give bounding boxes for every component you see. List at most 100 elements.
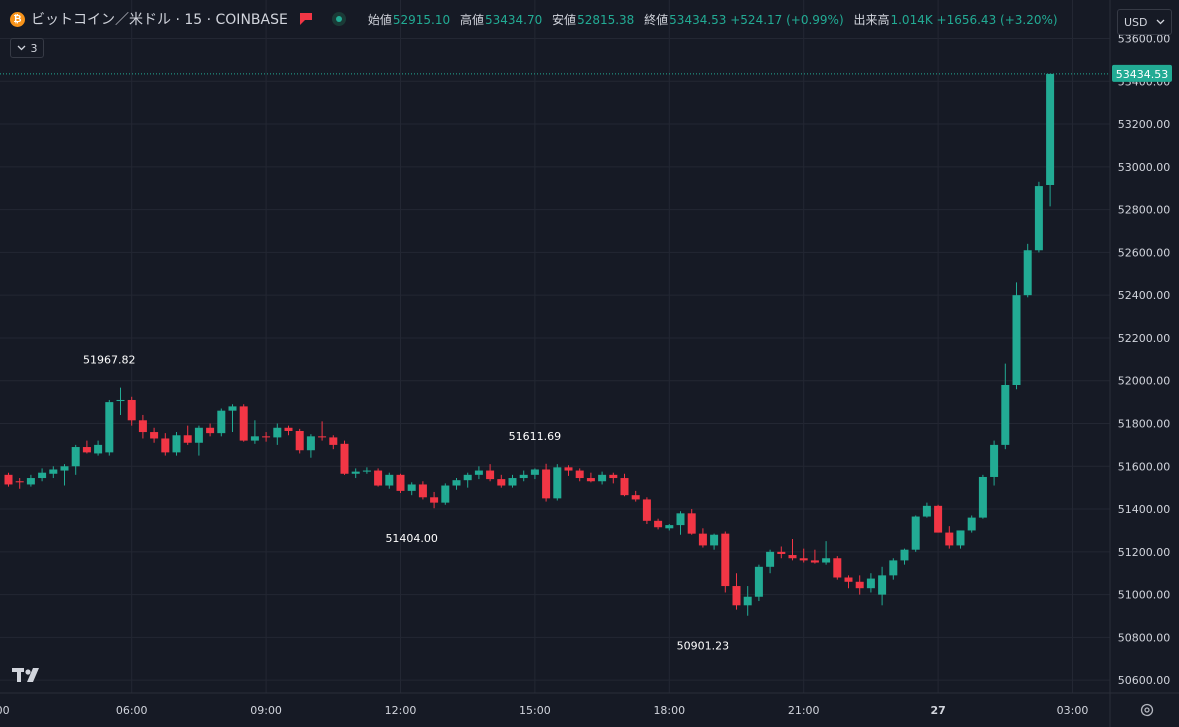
candle xyxy=(598,471,607,485)
ohlc-values: 始値52915.10 高値53434.70 安値52815.38 終値53434… xyxy=(362,11,1058,28)
flag-icon[interactable] xyxy=(299,13,312,25)
candle-body xyxy=(38,472,47,479)
candle xyxy=(911,515,920,552)
candle xyxy=(340,440,349,475)
candle-body xyxy=(911,516,920,550)
candle-body xyxy=(1023,250,1032,296)
candle xyxy=(866,573,875,593)
low-value: 52815.38 xyxy=(577,12,635,27)
candle xyxy=(788,539,797,561)
candle-body xyxy=(978,476,987,518)
settings-icon[interactable] xyxy=(1139,702,1155,718)
candle xyxy=(318,421,327,441)
candle xyxy=(553,464,562,501)
candle-body xyxy=(452,480,461,486)
candle-body xyxy=(94,444,103,454)
candle xyxy=(978,474,987,519)
candle xyxy=(463,472,472,488)
candle xyxy=(474,466,483,480)
candle xyxy=(26,474,35,487)
candle xyxy=(519,470,528,482)
candle-body xyxy=(194,427,203,443)
candle xyxy=(183,425,192,445)
indicator-toggle-button[interactable]: 3 xyxy=(10,38,44,58)
candle-body xyxy=(138,420,147,433)
candle xyxy=(844,575,853,589)
candle-body xyxy=(732,586,741,606)
candle xyxy=(150,427,159,443)
candle-body xyxy=(306,436,315,451)
candle-body xyxy=(49,469,58,474)
candle xyxy=(105,399,114,456)
candle-body xyxy=(754,566,763,597)
candle-body xyxy=(620,478,629,496)
candle-body xyxy=(295,430,304,451)
candle-body xyxy=(777,551,786,554)
currency-select[interactable]: USD xyxy=(1117,9,1172,35)
close-label: 終値 xyxy=(644,12,669,27)
candle-body xyxy=(105,402,114,453)
candle xyxy=(631,490,640,502)
candle xyxy=(497,474,506,488)
candle xyxy=(396,473,405,494)
candle-body xyxy=(990,444,999,477)
candle-body xyxy=(698,533,707,546)
candle-body xyxy=(631,495,640,500)
candle xyxy=(362,467,371,474)
x-tick-label: 06:00 xyxy=(116,704,148,717)
candle xyxy=(889,558,898,580)
y-tick-label: 51000.00 xyxy=(1118,589,1171,602)
y-tick-label: 51200.00 xyxy=(1118,546,1171,559)
candle xyxy=(284,425,293,436)
candle xyxy=(161,433,170,456)
candle xyxy=(418,481,427,500)
x-tick-label: 21:00 xyxy=(788,704,820,717)
candle-body xyxy=(642,499,651,521)
open-label: 始値 xyxy=(367,12,392,27)
candle xyxy=(262,432,271,442)
candle-body xyxy=(687,513,696,534)
chevron-down-icon xyxy=(17,45,25,51)
candle-body xyxy=(788,555,797,559)
candle-body xyxy=(329,437,338,445)
low-label: 安値 xyxy=(552,12,577,27)
candle xyxy=(116,387,125,415)
candle xyxy=(329,435,338,450)
last-price-label: 53434.53 xyxy=(1116,68,1169,81)
candle xyxy=(766,549,775,574)
candle-body xyxy=(609,474,618,479)
candle-body xyxy=(127,399,136,421)
candle xyxy=(250,420,259,444)
candle xyxy=(239,404,248,442)
high-value: 53434.70 xyxy=(484,12,543,27)
candle xyxy=(799,548,808,563)
candle-body xyxy=(508,478,517,486)
y-tick-label: 50600.00 xyxy=(1118,674,1171,687)
candle xyxy=(878,566,887,606)
x-tick-label: 09:00 xyxy=(250,704,282,717)
candle-body xyxy=(239,406,248,441)
candle xyxy=(228,404,237,433)
chart-legend: ₿ ビットコイン／米ドル · 15 · COINBASE 始値52915.10 … xyxy=(10,9,1058,29)
candle-body xyxy=(82,447,91,453)
candle xyxy=(295,428,304,454)
candle-body xyxy=(250,436,259,441)
candle xyxy=(71,444,80,475)
currency-label: USD xyxy=(1124,15,1148,29)
y-tick-label: 52600.00 xyxy=(1118,246,1171,259)
x-tick-label: 03:00 xyxy=(1057,704,1089,717)
candle-body xyxy=(284,427,293,431)
candle xyxy=(956,530,965,549)
candle xyxy=(194,425,203,456)
candle-body xyxy=(217,410,226,434)
candle xyxy=(385,472,394,489)
candle-body xyxy=(385,474,394,486)
candle-body xyxy=(799,558,808,561)
candle-body xyxy=(844,577,853,582)
symbol-title[interactable]: ビットコイン／米ドル · 15 · COINBASE xyxy=(31,12,288,28)
bitcoin-icon: ₿ xyxy=(10,11,25,27)
candle-body xyxy=(743,596,752,606)
x-tick-label: 18:00 xyxy=(653,704,685,717)
y-tick-label: 50800.00 xyxy=(1118,631,1171,644)
